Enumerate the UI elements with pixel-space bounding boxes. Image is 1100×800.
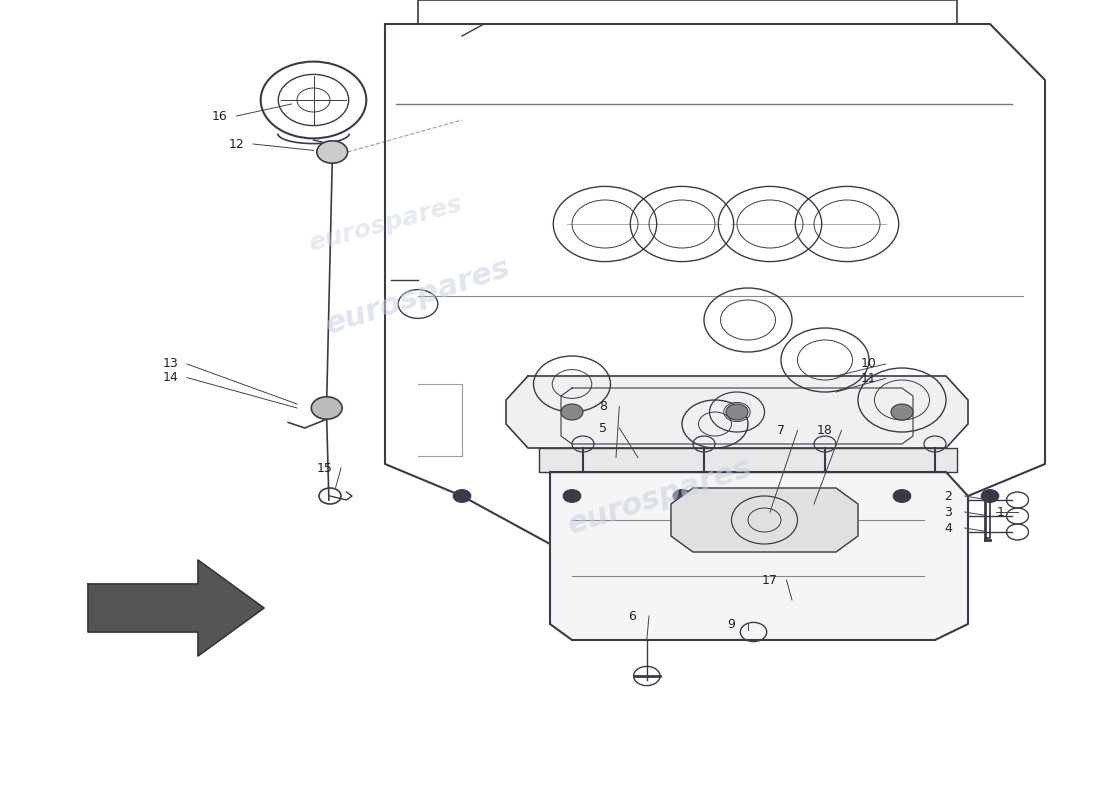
Circle shape bbox=[783, 490, 801, 502]
Polygon shape bbox=[539, 448, 957, 472]
Circle shape bbox=[317, 141, 348, 163]
Circle shape bbox=[726, 404, 748, 420]
Text: 15: 15 bbox=[317, 462, 332, 474]
Circle shape bbox=[893, 490, 911, 502]
Text: 5: 5 bbox=[598, 422, 607, 434]
Text: 14: 14 bbox=[163, 371, 178, 384]
Polygon shape bbox=[506, 376, 968, 448]
Text: 8: 8 bbox=[598, 400, 607, 413]
Polygon shape bbox=[671, 488, 858, 552]
Text: 7: 7 bbox=[777, 424, 785, 437]
Text: 4: 4 bbox=[944, 522, 953, 534]
Text: 12: 12 bbox=[229, 138, 244, 150]
Polygon shape bbox=[550, 472, 968, 640]
Text: 2: 2 bbox=[944, 490, 953, 502]
Circle shape bbox=[891, 404, 913, 420]
Text: 11: 11 bbox=[861, 372, 877, 385]
Circle shape bbox=[673, 490, 691, 502]
Circle shape bbox=[311, 397, 342, 419]
Text: eurospares: eurospares bbox=[306, 192, 464, 256]
Circle shape bbox=[563, 490, 581, 502]
Text: eurospares: eurospares bbox=[564, 453, 756, 539]
Text: 6: 6 bbox=[628, 610, 637, 622]
Text: 17: 17 bbox=[762, 574, 778, 586]
Text: 10: 10 bbox=[861, 358, 877, 370]
Text: 18: 18 bbox=[817, 424, 833, 437]
Text: 13: 13 bbox=[163, 358, 178, 370]
Polygon shape bbox=[88, 560, 264, 656]
Circle shape bbox=[561, 404, 583, 420]
Text: eurospares: eurospares bbox=[322, 253, 514, 339]
Text: 1: 1 bbox=[997, 506, 1005, 518]
Circle shape bbox=[453, 490, 471, 502]
Text: 3: 3 bbox=[944, 506, 953, 518]
Circle shape bbox=[981, 490, 999, 502]
Text: 16: 16 bbox=[212, 110, 228, 122]
Text: 9: 9 bbox=[727, 618, 736, 630]
